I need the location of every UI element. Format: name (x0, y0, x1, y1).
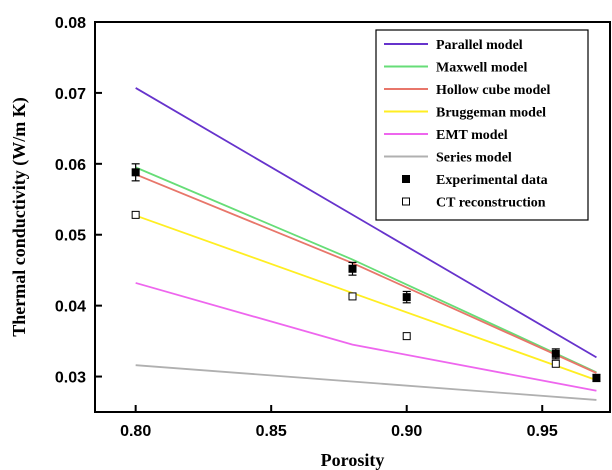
y-tick-label: 0.07 (55, 86, 86, 103)
legend-label-maxwell-model: Maxwell model (436, 61, 527, 76)
y-tick-label: 0.03 (55, 370, 86, 387)
experimental-data-point (402, 293, 411, 302)
y-tick-label: 0.08 (55, 15, 86, 32)
y-axis: 0.03 0.04 0.05 0.06 0.07 0.08 (55, 15, 102, 387)
y-tick-label: 0.05 (55, 228, 86, 245)
legend: Parallel model Maxwell model Hollow cube m… (375, 29, 589, 221)
y-tick-label: 0.04 (55, 299, 86, 316)
x-tick-label: 0.85 (256, 423, 287, 440)
bruggeman-model-line (135, 214, 597, 381)
ct-reconstruction-point (348, 292, 357, 301)
legend-box (375, 29, 589, 221)
legend-label-ct-reconstruction: CT reconstruction (436, 196, 546, 211)
emt-model-line (135, 282, 597, 392)
parallel-model-line (135, 87, 597, 359)
legend-label-parallel-model: Parallel model (436, 38, 523, 53)
legend-label-hollow-cube-model: Hollow cube model (436, 83, 550, 98)
experimental-data-point (592, 373, 601, 382)
x-tick-label: 0.95 (527, 423, 558, 440)
y-tick-label: 0.06 (55, 157, 86, 174)
x-tick-label: 0.80 (120, 423, 151, 440)
ct-reconstruction-point (402, 332, 411, 341)
legend-label-emt-model: EMT model (436, 128, 508, 143)
y-axis-title: Thermal conductivity (W/m K) (9, 97, 30, 336)
x-axis: 0.80 0.85 0.90 0.95 (120, 405, 558, 440)
legend-swatch-experimental-data (402, 175, 410, 183)
legend-label-bruggeman-model: Bruggeman model (436, 106, 546, 121)
ct-reconstruction-point (551, 359, 560, 368)
experimental-data-point (348, 264, 357, 273)
legend-label-series-model: Series model (436, 151, 512, 166)
legend-label-experimental-data: Experimental data (436, 173, 548, 188)
x-tick-label: 0.90 (391, 423, 422, 440)
plot-frame (94, 21, 611, 413)
experimental-data-point (131, 168, 140, 177)
x-axis-title: Porosity (321, 450, 385, 470)
data-markers (131, 163, 601, 383)
ct-reconstruction-point (131, 210, 140, 219)
series-model-line (135, 364, 597, 401)
legend-swatch-ct-reconstruction (402, 197, 410, 206)
experimental-data-point (551, 349, 560, 358)
maxwell-model-line (135, 166, 597, 374)
